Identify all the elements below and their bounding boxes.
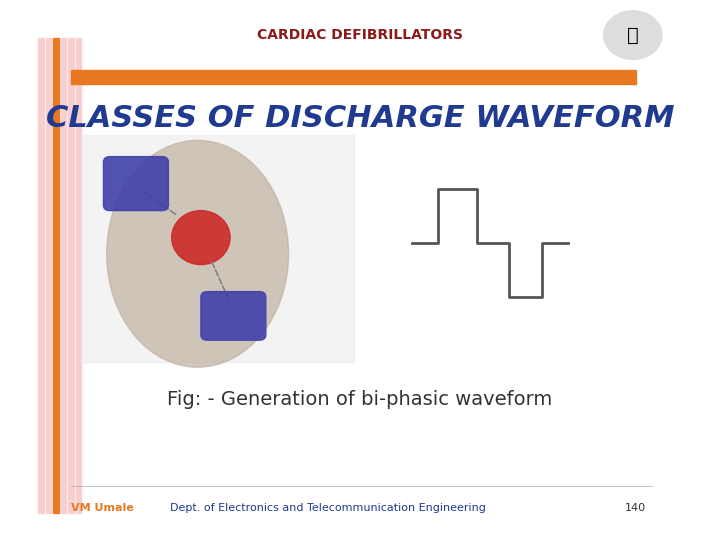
Circle shape xyxy=(603,11,662,59)
Bar xyxy=(61,38,66,513)
Text: Fig: - Generation of bi-phasic waveform: Fig: - Generation of bi-phasic waveform xyxy=(167,390,553,409)
Text: 🎓: 🎓 xyxy=(627,25,639,45)
Bar xyxy=(53,38,59,513)
Text: 140: 140 xyxy=(625,503,646,512)
Text: VM Umale: VM Umale xyxy=(71,503,134,512)
Text: CLASSES OF DISCHARGE WAVEFORM: CLASSES OF DISCHARGE WAVEFORM xyxy=(46,104,674,133)
Bar xyxy=(71,70,636,84)
Bar xyxy=(81,135,354,362)
Text: Dept. of Electronics and Telecommunication Engineering: Dept. of Electronics and Telecommunicati… xyxy=(170,503,485,512)
Bar xyxy=(68,38,73,513)
Bar xyxy=(38,38,44,513)
FancyBboxPatch shape xyxy=(104,157,168,211)
Ellipse shape xyxy=(107,140,289,367)
Bar xyxy=(45,38,51,513)
FancyBboxPatch shape xyxy=(201,292,266,340)
Text: CARDIAC DEFIBRILLATORS: CARDIAC DEFIBRILLATORS xyxy=(257,28,463,42)
Ellipse shape xyxy=(171,211,230,265)
Bar xyxy=(76,38,81,513)
